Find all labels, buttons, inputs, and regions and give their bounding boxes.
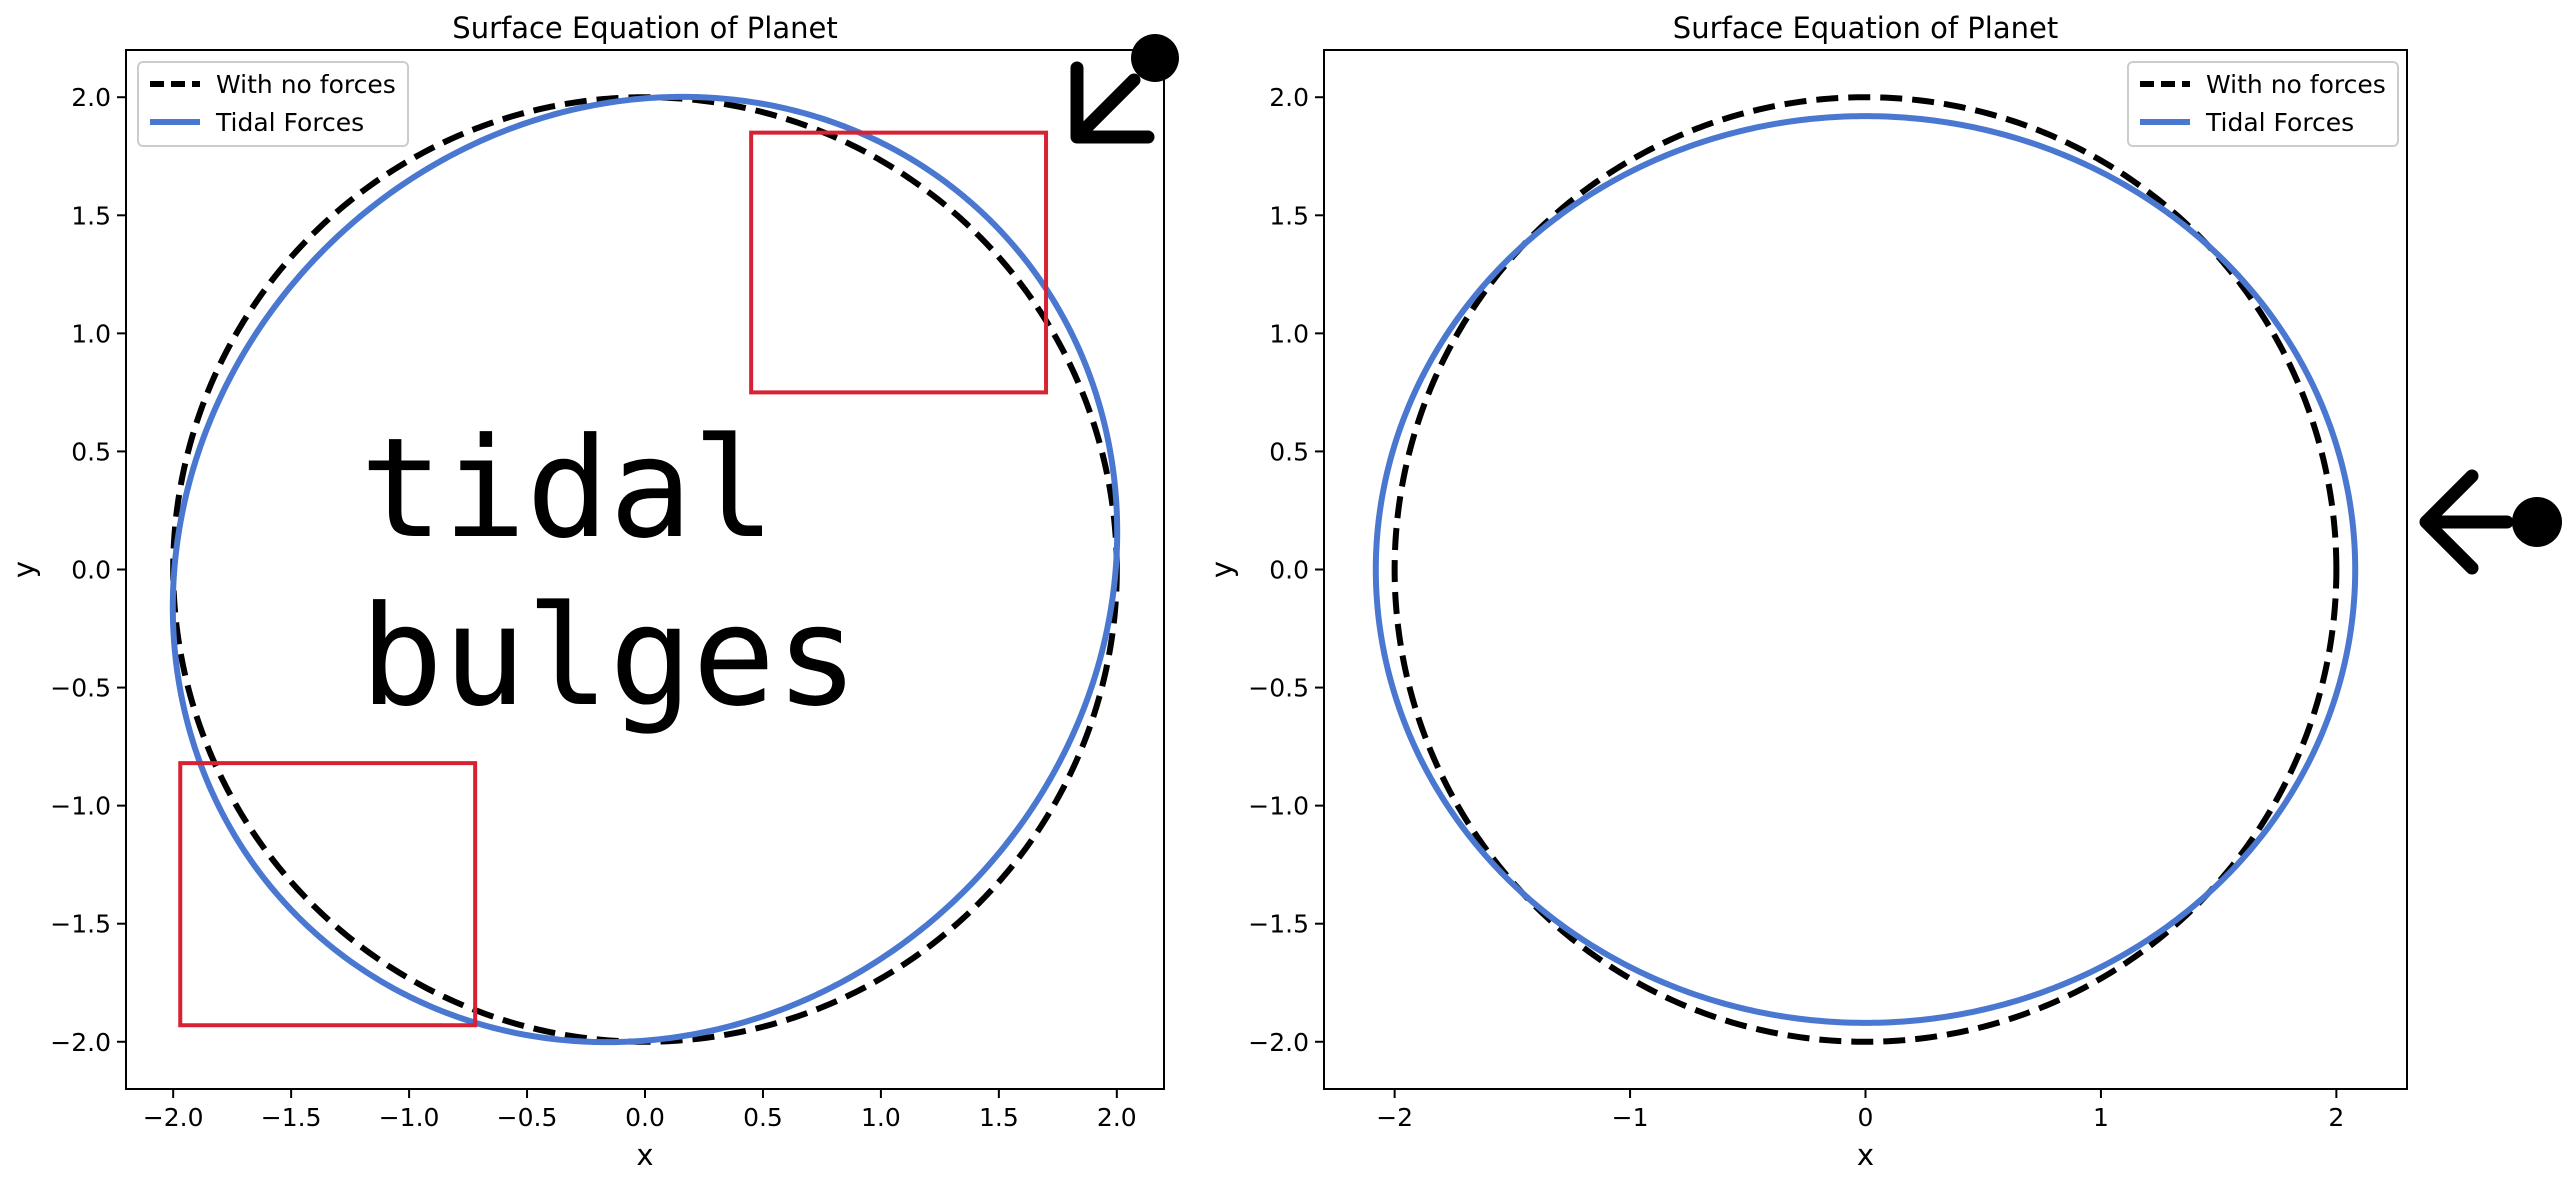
x-tick-label: 0.5 — [743, 1103, 783, 1132]
x-tick-label: −1.0 — [379, 1103, 440, 1132]
force-arrow-diagonal — [1070, 34, 1179, 144]
y-tick-label: 0.5 — [71, 437, 111, 466]
x-axis-label: x — [1857, 1138, 1874, 1172]
legend: With no forces Tidal Forces — [2127, 61, 2399, 147]
legend-label-1: With no forces — [216, 70, 396, 99]
force-source-dot — [2512, 497, 2562, 547]
chart-title: Surface Equation of Planet — [1673, 11, 2058, 45]
y-tick-label: −0.5 — [1248, 674, 1309, 703]
y-tick-label: −0.5 — [50, 674, 111, 703]
x-tick-label: 1.5 — [979, 1103, 1019, 1132]
series-line-2 — [169, 93, 1121, 1046]
y-tick-label: 1.5 — [1269, 201, 1309, 230]
x-tick-label: −1.5 — [261, 1103, 322, 1132]
x-tick-label: −2.0 — [143, 1103, 204, 1132]
y-tick-label: −2.0 — [1248, 1028, 1309, 1057]
force-arrow-head — [1070, 61, 1155, 144]
x-tick-label: 2 — [2328, 1103, 2344, 1132]
legend: With no forces Tidal Forces — [137, 61, 409, 147]
x-tick-label: 2.0 — [1097, 1103, 1137, 1132]
x-tick-label: −1 — [1612, 1103, 1649, 1132]
y-tick-label: 1.0 — [71, 319, 111, 348]
y-axis-label: y — [1205, 561, 1239, 578]
series-line-1 — [1391, 94, 2340, 1045]
x-tick-label: −0.5 — [497, 1103, 558, 1132]
y-tick-label: 0.0 — [1269, 556, 1309, 585]
x-tick-label: 1 — [2093, 1103, 2109, 1132]
axes-frame — [125, 49, 1165, 1090]
y-tick-label: −1.5 — [50, 910, 111, 939]
x-tick-label: 0 — [1858, 1103, 1874, 1132]
annotation-text: bulges — [360, 576, 859, 737]
plot-area — [1372, 94, 2359, 1045]
y-axis-label: y — [7, 561, 41, 578]
y-tick-label: 2.0 — [1269, 83, 1309, 112]
x-tick-label: −2 — [1376, 1103, 1413, 1132]
force-arrow-head — [2419, 469, 2479, 575]
force-source-dot — [1131, 34, 1179, 82]
y-tick-label: 1.5 — [71, 201, 111, 230]
highlight-box-1 — [749, 130, 1049, 395]
y-tick-label: −1.5 — [1248, 910, 1309, 939]
chart-title: Surface Equation of Planet — [452, 11, 837, 45]
y-tick-label: 0.0 — [71, 556, 111, 585]
legend-label-2: Tidal Forces — [2205, 108, 2354, 137]
y-tick-label: −1.0 — [50, 792, 111, 821]
axes-frame — [1323, 49, 2408, 1090]
force-arrow-horizontal — [2419, 469, 2562, 575]
chart-2: Surface Equation of Planet −2 −1 0 1 2 2.0 1.5 1… — [1205, 11, 2408, 1172]
y-tick-label: −2.0 — [50, 1028, 111, 1057]
legend-label-2: Tidal Forces — [215, 108, 364, 137]
legend-frame — [137, 61, 409, 147]
series-line-1 — [170, 94, 1120, 1045]
y-tick-label: 2.0 — [71, 83, 111, 112]
legend-label-1: With no forces — [2206, 70, 2386, 99]
x-tick-label: 1.0 — [861, 1103, 901, 1132]
x-axis-label: x — [636, 1138, 653, 1172]
annotation-text: tidal — [360, 408, 775, 569]
y-tick-label: −1.0 — [1248, 792, 1309, 821]
y-tick-label: 0.5 — [1269, 437, 1309, 466]
y-tick-label: 1.0 — [1269, 319, 1309, 348]
chart-1: Surface Equation of Planet −2.0 −1.5 −1.0 −0… — [7, 11, 1165, 1172]
plot-area — [169, 93, 1121, 1046]
highlight-box-2 — [178, 761, 478, 1028]
force-arrow-shaft — [1073, 73, 1141, 141]
x-tick-label: 0.0 — [625, 1103, 665, 1132]
legend-frame — [2127, 61, 2399, 147]
series-line-2 — [1372, 113, 2359, 1026]
